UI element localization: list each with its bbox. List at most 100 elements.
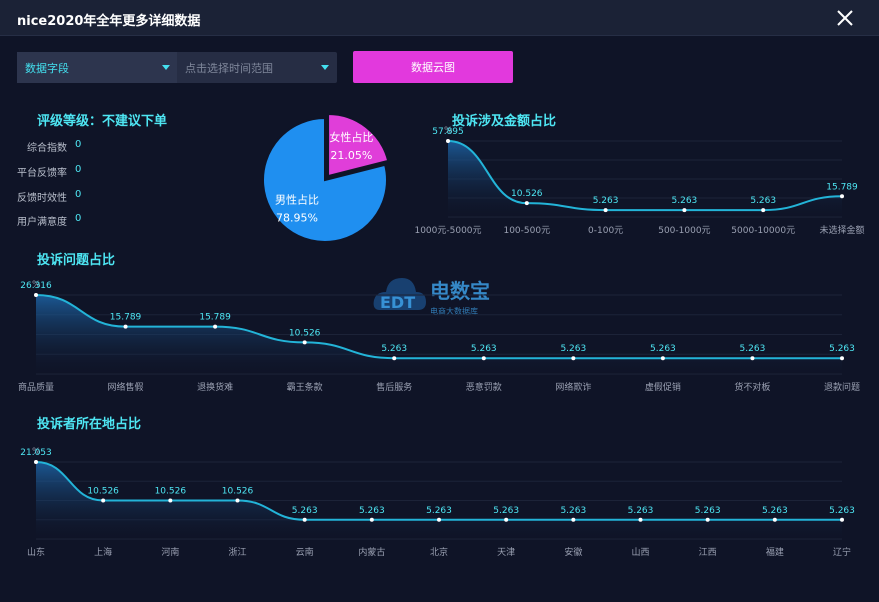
x-tick-label: 山西 xyxy=(631,547,649,558)
data-label: 10.526 xyxy=(87,487,119,497)
data-label: 5.263 xyxy=(740,344,766,354)
x-tick-label: 售后服务 xyxy=(376,381,412,393)
chevron-down-icon xyxy=(321,65,329,70)
field-select-label: 数据字段 xyxy=(25,62,69,75)
rating-value: 0 xyxy=(75,164,82,175)
watermark-text: 电数宝 xyxy=(430,279,490,303)
data-label: 5.263 xyxy=(750,196,776,206)
area-fill xyxy=(36,295,842,374)
pie-slice xyxy=(327,113,390,178)
y-axis-label: % xyxy=(32,447,41,457)
time-range-placeholder: 点击选择时间范围 xyxy=(185,62,273,75)
x-tick-label: 网络售假 xyxy=(108,381,144,393)
data-label: 5.263 xyxy=(650,344,676,354)
issue-area-chart: %26.316 商品质量 15.789 网络售假 15.789 退换货难 10.526 霸王条… xyxy=(18,280,860,393)
issue-chart-title: 投诉问题占比 xyxy=(37,253,116,268)
x-tick-label: 退款问题 xyxy=(824,381,860,393)
watermark-logo: EDT 电数宝 电商大数据库 xyxy=(373,278,490,316)
data-label: 15.789 xyxy=(199,313,231,323)
rating-row: 用户满意度 0 xyxy=(17,213,87,228)
data-label: 5.263 xyxy=(471,344,497,354)
data-point xyxy=(369,517,374,522)
close-button[interactable] xyxy=(835,8,855,28)
x-tick-label: 恶意罚款 xyxy=(466,381,502,393)
x-tick-label: 辽宁 xyxy=(833,546,851,558)
data-cloud-button[interactable]: 数据云图 xyxy=(353,51,513,83)
data-point xyxy=(235,498,240,503)
rating-value: 0 xyxy=(75,189,82,200)
data-point xyxy=(302,340,307,345)
data-point xyxy=(772,517,777,522)
data-label: 26.316 xyxy=(20,281,52,291)
rating-label: 平台反馈率 xyxy=(17,168,67,179)
rating-value: 0 xyxy=(75,213,82,224)
data-label: 5.263 xyxy=(359,506,385,516)
data-label: 5.263 xyxy=(829,506,855,516)
data-label: 10.526 xyxy=(511,189,543,199)
data-label: 10.526 xyxy=(289,328,321,338)
x-tick-label: 1000元-5000元 xyxy=(414,226,481,236)
y-axis-label: % xyxy=(444,126,453,136)
data-label: 5.263 xyxy=(560,344,586,354)
data-point xyxy=(101,498,106,503)
data-label: 5.263 xyxy=(493,506,519,516)
data-label: 5.263 xyxy=(829,344,855,354)
close-icon xyxy=(837,10,853,26)
x-tick-label: 退换货难 xyxy=(197,381,233,393)
data-point xyxy=(392,356,397,361)
chevron-down-icon xyxy=(162,65,170,70)
rating-row: 反馈时效性 0 xyxy=(17,189,87,204)
gender-pie-chart: 女性占比 21.05% 男性占比 78.95% xyxy=(262,113,390,243)
data-label: 15.789 xyxy=(826,182,858,192)
data-label: 5.263 xyxy=(381,344,407,354)
data-label: 5.263 xyxy=(292,506,318,516)
cloud-icon xyxy=(373,278,426,310)
data-label: 5.263 xyxy=(560,506,586,516)
x-tick-label: 0-100元 xyxy=(588,226,623,236)
x-tick-label: 未选择金额 xyxy=(819,224,864,236)
area-fill xyxy=(36,462,842,539)
area-fill xyxy=(448,141,842,217)
x-tick-label: 天津 xyxy=(497,547,515,558)
data-point xyxy=(682,208,687,213)
region-chart-title: 投诉者所在地占比 xyxy=(37,417,142,432)
rating-label: 反馈时效性 xyxy=(17,193,67,204)
series-line xyxy=(35,294,842,360)
data-point xyxy=(840,356,844,361)
data-label: 10.526 xyxy=(222,487,254,497)
data-label: 21.053 xyxy=(20,448,52,458)
x-tick-label: 河南 xyxy=(161,546,179,558)
pie-slice-name: 男性占比 xyxy=(275,193,319,207)
x-tick-label: 内蒙古 xyxy=(358,546,385,558)
data-label: 57.895 xyxy=(432,127,464,137)
watermark-logo-text: EDT xyxy=(380,293,415,312)
x-tick-label: 100-500元 xyxy=(503,226,550,236)
rating-row: 综合指数 0 xyxy=(27,139,87,154)
data-point xyxy=(524,201,529,206)
y-axis-label: % xyxy=(32,280,41,290)
data-point xyxy=(705,517,710,522)
data-label: 15.789 xyxy=(110,313,142,323)
pie-slice-label: 78.95% xyxy=(276,212,318,225)
x-tick-label: 500-1000元 xyxy=(658,226,710,236)
x-tick-label: 浙江 xyxy=(228,546,246,558)
data-point xyxy=(481,356,486,361)
x-tick-label: 网络欺诈 xyxy=(555,381,591,393)
region-area-chart: %21.053 山东 10.526 上海 10.526 河南 10.526 浙江 5.263 云南… xyxy=(20,447,855,558)
data-point xyxy=(446,139,450,143)
x-tick-label: 虚假促销 xyxy=(645,381,681,393)
rating-label: 用户满意度 xyxy=(17,217,67,228)
pie-slice-name: 女性占比 xyxy=(329,130,373,144)
filter-bar: 数据字段 点击选择时间范围 xyxy=(17,52,337,83)
data-point xyxy=(660,356,665,361)
x-tick-label: 山东 xyxy=(27,546,45,558)
field-select[interactable]: 数据字段 xyxy=(17,52,177,83)
x-tick-label: 商品质量 xyxy=(18,381,54,393)
amount-chart-title: 投诉涉及金额占比 xyxy=(452,114,557,129)
rating-label: 综合指数 xyxy=(27,143,67,154)
data-point xyxy=(840,194,844,199)
data-point xyxy=(213,324,218,329)
x-tick-label: 霸王条款 xyxy=(287,381,323,393)
data-point xyxy=(34,293,38,297)
data-point xyxy=(638,517,643,522)
